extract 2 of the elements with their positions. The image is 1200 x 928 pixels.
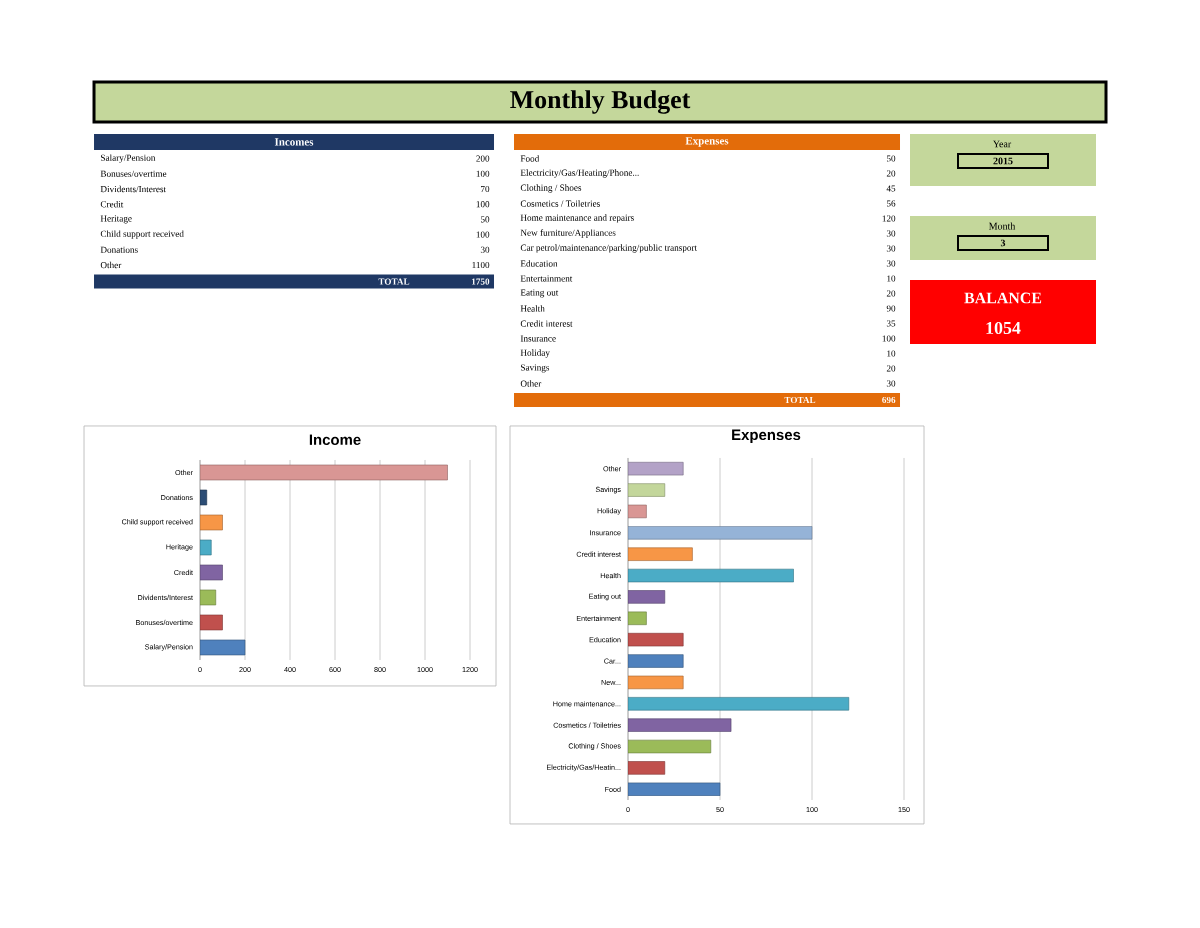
text: Monthly Budget [510,90,691,114]
text: 1054 [986,321,1021,335]
